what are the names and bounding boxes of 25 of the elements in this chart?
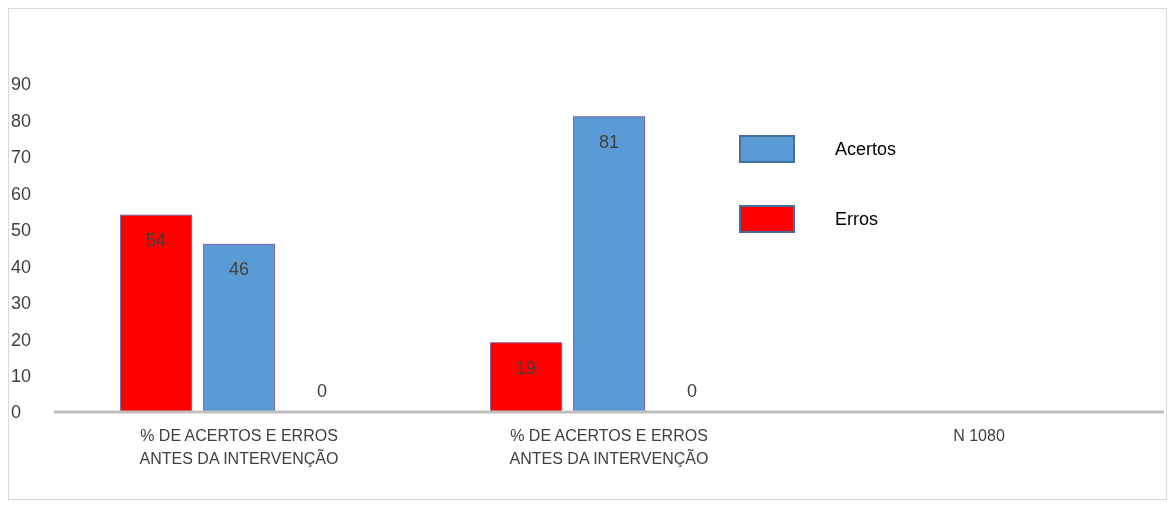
y-tick-label: 30 xyxy=(11,293,32,314)
bar xyxy=(573,116,646,412)
bar xyxy=(203,243,276,412)
data-label: 19 xyxy=(516,357,537,378)
data-label: 46 xyxy=(229,259,250,280)
y-tick-label: 0 xyxy=(11,402,22,423)
y-tick-label: 80 xyxy=(11,110,32,131)
y-tick-label: 70 xyxy=(11,147,32,168)
y-tick-label: 20 xyxy=(11,329,32,350)
data-label: 0 xyxy=(687,380,698,401)
data-label: 54 xyxy=(146,229,167,250)
legend-label: Erros xyxy=(835,208,879,230)
data-label: 81 xyxy=(599,131,620,152)
y-tick-label: 10 xyxy=(11,365,32,386)
data-label: 0 xyxy=(317,380,328,401)
bar xyxy=(490,342,563,412)
x-tick-label: N 1080 xyxy=(953,427,1005,445)
x-tick-label: % DE ACERTOS E ERROS ANTES DA INTERVENÇÃO xyxy=(139,427,339,467)
x-tick-label: % DE ACERTOS E ERROS ANTES DA INTERVENÇÃO xyxy=(509,427,709,467)
y-tick-label: 40 xyxy=(11,256,32,277)
y-tick-label: 50 xyxy=(11,220,32,241)
bar xyxy=(120,214,193,412)
legend-label: Acertos xyxy=(835,138,897,160)
y-tick-label: 60 xyxy=(11,183,32,204)
y-tick-label: 90 xyxy=(11,74,32,95)
